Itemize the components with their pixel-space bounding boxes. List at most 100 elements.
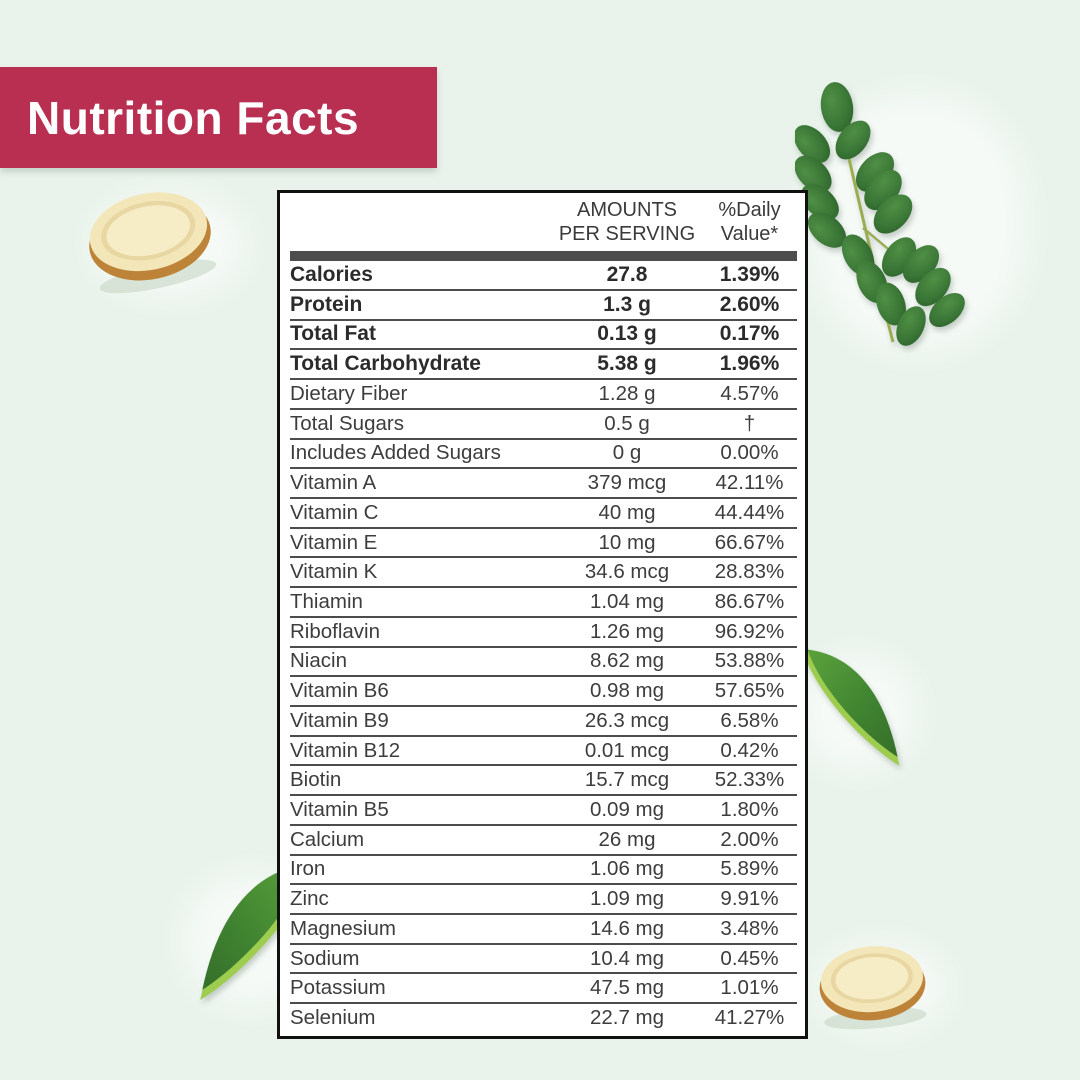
nutrient-amount: 15.7 mcg <box>584 768 670 792</box>
nutrient-amount: 0.5 g <box>604 411 650 435</box>
nutrient-name: Thiamin <box>290 589 363 613</box>
nutrient-amount: 26 mg <box>598 827 656 851</box>
nutrient-daily-value: 0.00% <box>720 441 779 465</box>
nutrient-daily-value: 0.45% <box>720 946 779 970</box>
table-row: Vitamin E 10 mg 66.67% <box>290 529 797 559</box>
header-daily-line2: Value* <box>720 222 779 245</box>
nutrient-daily-value: 1.96% <box>719 352 780 376</box>
nutrient-name: Vitamin C <box>290 500 379 524</box>
nutrient-daily-value: 42.11% <box>715 471 784 495</box>
table-row: Protein 1.3 g 2.60% <box>290 291 797 321</box>
table-row: Biotin 15.7 mcg 52.33% <box>290 766 797 797</box>
table-row: Zinc 1.09 mg 9.91% <box>290 885 797 915</box>
nutrient-daily-value: 44.44% <box>714 500 785 524</box>
nutrient-amount: 40 mg <box>598 500 656 524</box>
nutrient-amount: 34.6 mcg <box>584 560 670 584</box>
nutrient-daily-value: 66.67% <box>714 530 785 554</box>
nutrient-name: Riboflavin <box>290 619 381 643</box>
nutrient-name: Total Sugars <box>290 411 404 435</box>
root-slice-icon <box>89 192 217 294</box>
nutrient-daily-value: 0.42% <box>720 738 779 762</box>
nutrient-amount: 0.98 mg <box>589 679 665 703</box>
nutrient-amount: 10 mg <box>598 530 656 554</box>
header-divider-bar <box>290 251 797 262</box>
nutrient-name: Calories <box>290 263 373 287</box>
nutrient-daily-value: 3.48% <box>720 916 779 940</box>
table-row: Vitamin B6 0.98 mg 57.65% <box>290 677 797 707</box>
table-row: Vitamin K 34.6 mcg 28.83% <box>290 558 797 589</box>
table-row: Vitamin B5 0.09 mg 1.80% <box>290 796 797 826</box>
nutrient-name: Niacin <box>290 649 347 673</box>
nutrient-daily-value: 0.17% <box>719 322 780 346</box>
nutrient-name: Vitamin B12 <box>290 738 401 762</box>
nutrient-name: Selenium <box>290 1006 376 1030</box>
header-amounts-line1: AMOUNTS <box>577 199 677 221</box>
header-amounts-line2: PER SERVING <box>558 222 696 245</box>
table-row: Sodium 10.4 mg 0.45% <box>290 945 797 975</box>
nutrient-daily-value: 1.01% <box>720 976 779 1000</box>
nutrient-name: Vitamin A <box>290 471 377 495</box>
nutrient-name: Total Carbohydrate <box>290 352 481 376</box>
nutrient-name: Vitamin B5 <box>290 797 389 821</box>
table-rows: Calories 27.8 1.39% Protein 1.3 g 2.60% … <box>290 261 797 1032</box>
nutrient-amount: 14.6 mg <box>589 916 665 940</box>
nutrient-daily-value: † <box>743 411 756 435</box>
nutrition-table: AMOUNTS PER SERVING %Daily Value* Calori… <box>277 190 808 1039</box>
nutrient-daily-value: 2.00% <box>720 827 779 851</box>
nutrient-daily-value: 57.65% <box>714 679 785 703</box>
nutrient-amount: 379 mcg <box>587 471 667 495</box>
header-amounts: AMOUNTS PER SERVING <box>552 199 702 246</box>
table-row: Calories 27.8 1.39% <box>290 261 797 291</box>
nutrient-name: Includes Added Sugars <box>290 441 501 465</box>
nutrient-amount: 1.26 mg <box>589 619 665 643</box>
header-daily-line1: %Daily <box>718 199 781 221</box>
nutrient-daily-value: 41.27% <box>714 1006 785 1030</box>
nutrient-daily-value: 1.39% <box>719 263 780 287</box>
table-row: Potassium 47.5 mg 1.01% <box>290 974 797 1005</box>
nutrient-amount: 0.13 g <box>597 322 657 346</box>
header-daily-value: %Daily Value* <box>702 199 797 246</box>
title-banner: Nutrition Facts <box>0 67 437 168</box>
table-row: Vitamin C 40 mg 44.44% <box>290 499 797 529</box>
nutrient-amount: 22.7 mg <box>589 1006 665 1030</box>
table-row: Total Carbohydrate 5.38 g 1.96% <box>290 350 797 381</box>
nutrient-daily-value: 86.67% <box>714 589 785 613</box>
nutrient-amount: 1.3 g <box>603 292 651 316</box>
nutrient-daily-value: 5.89% <box>720 857 779 881</box>
nutrient-amount: 27.8 <box>606 263 648 287</box>
nutrient-name: Vitamin E <box>290 530 378 554</box>
root-slice-icon <box>819 946 927 1030</box>
nutrient-daily-value: 9.91% <box>720 887 779 911</box>
table-header: AMOUNTS PER SERVING %Daily Value* <box>290 199 797 251</box>
nutrient-name: Protein <box>290 292 363 316</box>
nutrient-daily-value: 96.92% <box>714 619 785 643</box>
nutrient-name: Dietary Fiber <box>290 381 408 405</box>
table-row: Total Sugars 0.5 g † <box>290 410 797 440</box>
table-row: Vitamin A 379 mcg 42.11% <box>290 469 797 499</box>
nutrient-amount: 1.28 g <box>598 381 656 405</box>
page-title: Nutrition Facts <box>27 91 360 144</box>
nutrient-amount: 1.06 mg <box>589 857 665 881</box>
nutrient-daily-value: 2.60% <box>719 292 780 316</box>
nutrient-daily-value: 6.58% <box>720 708 779 732</box>
nutrient-name: Biotin <box>290 768 342 792</box>
nutrient-amount: 5.38 g <box>597 352 657 376</box>
nutrient-amount: 26.3 mcg <box>584 708 670 732</box>
table-row: Riboflavin 1.26 mg 96.92% <box>290 618 797 648</box>
table-row: Iron 1.06 mg 5.89% <box>290 856 797 886</box>
nutrient-daily-value: 52.33% <box>714 768 785 792</box>
nutrient-name: Potassium <box>290 976 386 1000</box>
table-row: Niacin 8.62 mg 53.88% <box>290 648 797 678</box>
nutrient-amount: 0.09 mg <box>589 797 665 821</box>
table-row: Vitamin B12 0.01 mcg 0.42% <box>290 737 797 767</box>
table-row: Thiamin 1.04 mg 86.67% <box>290 588 797 618</box>
moringa-leaf-icon <box>802 649 900 766</box>
nutrient-name: Vitamin K <box>290 560 378 584</box>
nutrient-name: Sodium <box>290 946 360 970</box>
table-row: Vitamin B9 26.3 mcg 6.58% <box>290 707 797 737</box>
nutrient-name: Vitamin B9 <box>290 708 389 732</box>
nutrient-amount: 8.62 mg <box>589 649 665 673</box>
nutrient-name: Zinc <box>290 887 329 911</box>
table-row: Calcium 26 mg 2.00% <box>290 826 797 856</box>
